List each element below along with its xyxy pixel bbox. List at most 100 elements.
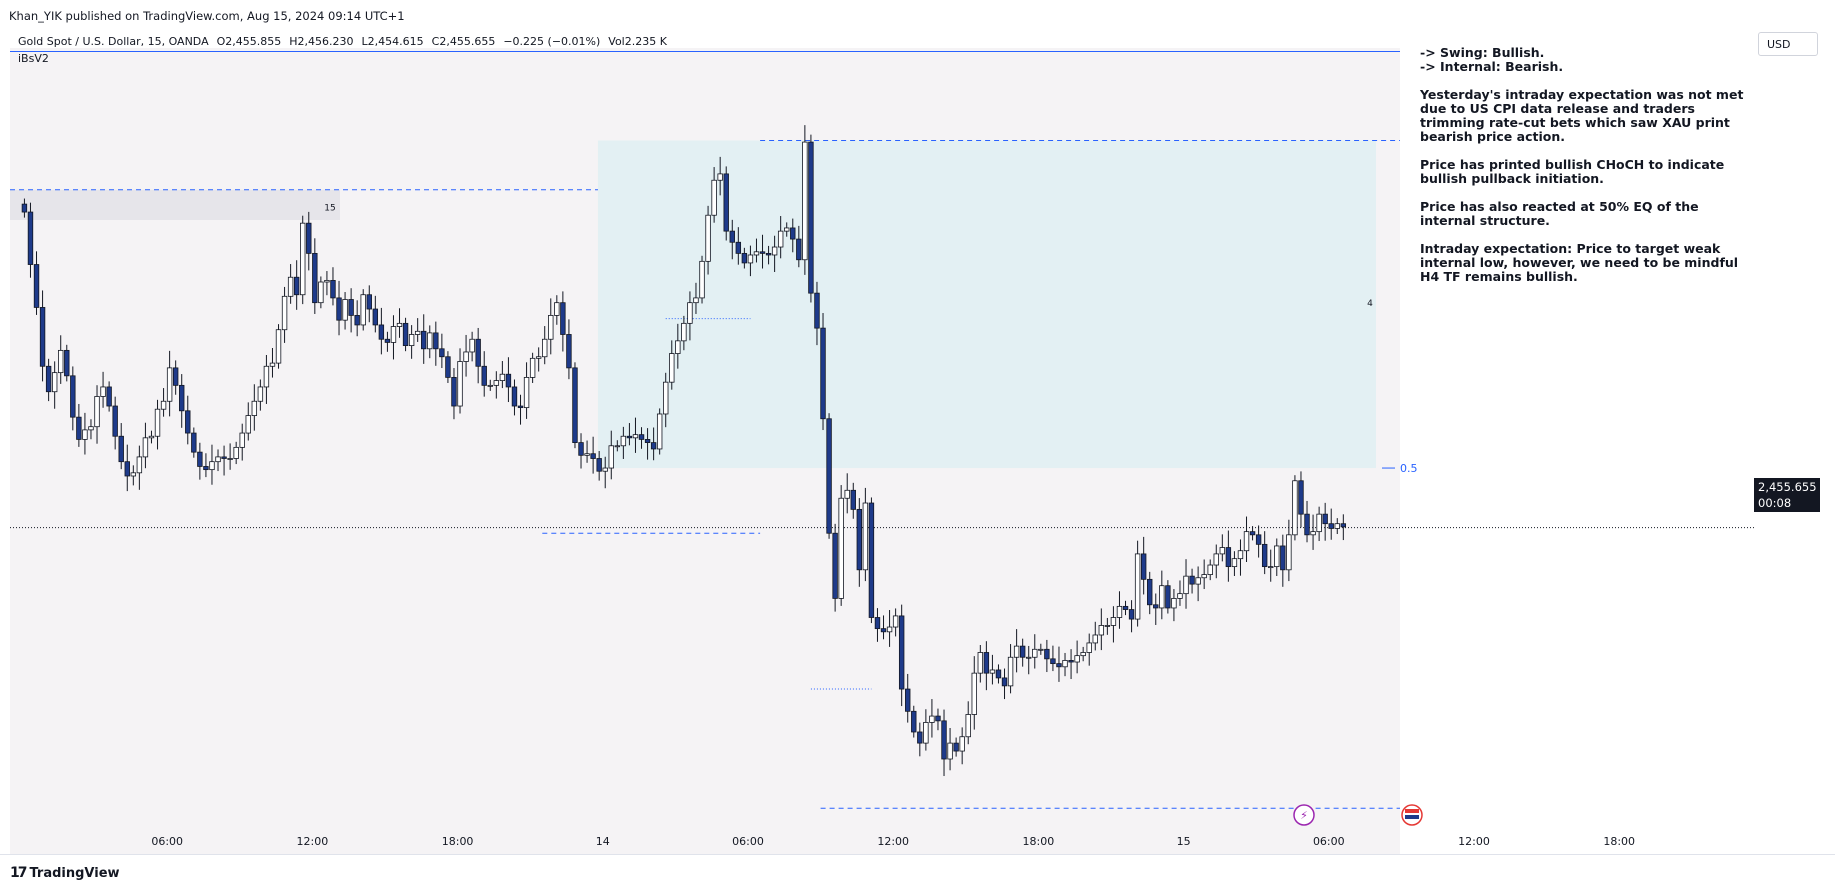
bear-candle [820,327,826,420]
analysis-note: -> Swing: Bullish. -> Internal: Bearish.… [1420,46,1750,298]
bull-candle [777,230,784,248]
bull-candle [699,260,705,299]
bull-candle [693,297,699,304]
bear-candle [197,451,203,467]
bear-candle [517,405,524,409]
bull-candle [1038,648,1044,651]
bull-candle [300,222,306,296]
bull-candle [427,332,433,350]
bull-candle [535,356,542,359]
bull-candle [923,722,929,744]
bull-candle [499,373,506,381]
bull-candle [342,299,348,321]
bear-candle [1189,575,1195,585]
bull-candle [1268,566,1274,569]
bull-candle [844,489,850,499]
bull-candle [1092,634,1098,644]
bear-candle [1140,553,1147,580]
bear-candle [723,173,729,232]
bull-candle [1286,534,1292,571]
flag-stripe [1405,809,1419,813]
bear-candle [505,373,512,388]
bear-candle [1322,513,1328,525]
bull-candle [675,340,681,354]
bear-candle [45,365,52,393]
bear-candle [765,252,772,256]
bear-candle [1153,604,1159,609]
bear-candle [995,669,1002,679]
time-tick-label: 18:00 [442,835,474,848]
bull-candle [965,714,971,738]
bear-candle [1340,523,1347,528]
bear-candle [354,314,360,326]
bull-candle [1007,656,1014,687]
legend-change: −0.225 (−0.01%) [503,35,601,48]
bull-candle [862,502,869,571]
bear-candle [70,375,76,418]
bull-candle [753,251,760,256]
bear-candle [983,652,990,674]
bull-candle [245,415,251,434]
bull-candle [892,615,899,628]
bear-candle [293,276,300,296]
bear-candle [112,405,118,437]
bear-candle [1019,645,1026,658]
bull-candle [396,322,403,327]
tradingview-brand[interactable]: 17 TradingView [10,865,120,881]
bull-candle [269,362,276,367]
bull-candle [1213,553,1219,566]
legend-low: L2,454.615 [361,35,424,48]
note-paragraph: Price has printed bullish CHoCH to indic… [1420,157,1725,186]
bull-candle [620,435,627,447]
bull-candle [1177,593,1183,599]
bear-candle [898,615,905,690]
bear-candle [741,252,748,264]
bull-candle [487,384,493,387]
indicator-label[interactable]: iBsV2 [18,52,49,65]
bear-candle [626,435,633,439]
bull-candle [663,381,669,415]
currency-selector[interactable]: USD [1758,32,1818,56]
bear-candle [874,617,881,630]
bear-candle [941,720,947,760]
bear-candle [191,432,197,453]
bear-candle [814,292,820,329]
bear-candle [76,416,82,440]
bull-candle [929,715,935,723]
bull-candle [747,254,754,264]
bear-candle [1298,480,1304,515]
bull-candle [1134,553,1141,620]
bull-candle [1032,648,1038,658]
time-tick-label: 06:00 [151,835,183,848]
bear-candle [729,230,735,243]
bear-candle [33,264,40,308]
bull-candle [457,361,463,407]
time-tick-label: 06:00 [1313,835,1345,848]
bull-candle [669,353,675,383]
supply-zone [10,189,340,220]
bear-candle [578,442,584,456]
time-tick-label: 18:00 [1023,835,1055,848]
bear-candle [596,458,602,472]
bull-candle [263,365,270,388]
bull-candle [227,458,233,460]
bear-candle [1068,660,1074,663]
legend-close: C2,455.655 [431,35,496,48]
bull-candle [275,329,282,364]
bear-candle [451,377,457,407]
bull-candle [1104,625,1111,627]
bull-candle [1292,480,1298,536]
bull-candle [209,461,215,471]
bear-candle [481,365,487,386]
bull-candle [947,742,953,760]
bear-candle [856,508,863,571]
bear-candle [790,227,796,240]
bear-candle [27,211,34,265]
bull-candle [886,626,893,633]
bull-candle [1201,574,1207,579]
symbol-legend[interactable]: Gold Spot / U.S. Dollar, 15, OANDA O2,455… [18,35,675,48]
bear-candle [402,322,409,347]
symbol-name: Gold Spot / U.S. Dollar, 15, OANDA [18,35,209,48]
price-axis[interactable] [1754,0,1835,854]
bull-candle [1026,656,1032,659]
